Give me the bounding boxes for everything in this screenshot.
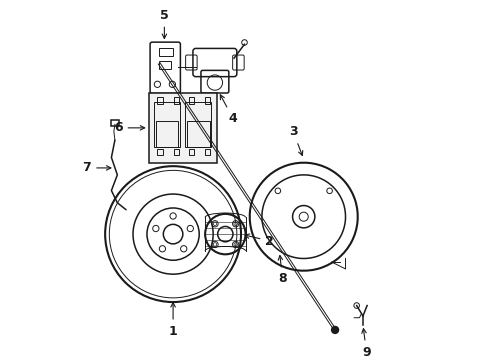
Bar [173, 97, 179, 104]
Bar [154, 102, 180, 147]
Bar [159, 61, 171, 69]
Bar [159, 48, 173, 57]
Bar [188, 149, 194, 155]
Text: 5: 5 [160, 9, 168, 39]
Bar [148, 93, 216, 163]
Text: 3: 3 [288, 125, 302, 156]
Bar [157, 149, 163, 155]
Bar [188, 97, 194, 104]
Bar [204, 149, 210, 155]
Text: 2: 2 [244, 234, 274, 248]
Bar [204, 97, 210, 104]
Bar [173, 149, 179, 155]
Bar [157, 97, 163, 104]
Bar [185, 102, 211, 147]
Bar [111, 120, 119, 126]
Circle shape [331, 327, 338, 333]
Bar [186, 121, 209, 147]
Text: 8: 8 [278, 256, 286, 285]
Text: 7: 7 [82, 161, 111, 174]
Text: 1: 1 [168, 303, 177, 338]
Text: 6: 6 [114, 121, 144, 134]
Bar [155, 121, 178, 147]
Text: 4: 4 [220, 95, 237, 125]
Text: 9: 9 [361, 329, 370, 359]
